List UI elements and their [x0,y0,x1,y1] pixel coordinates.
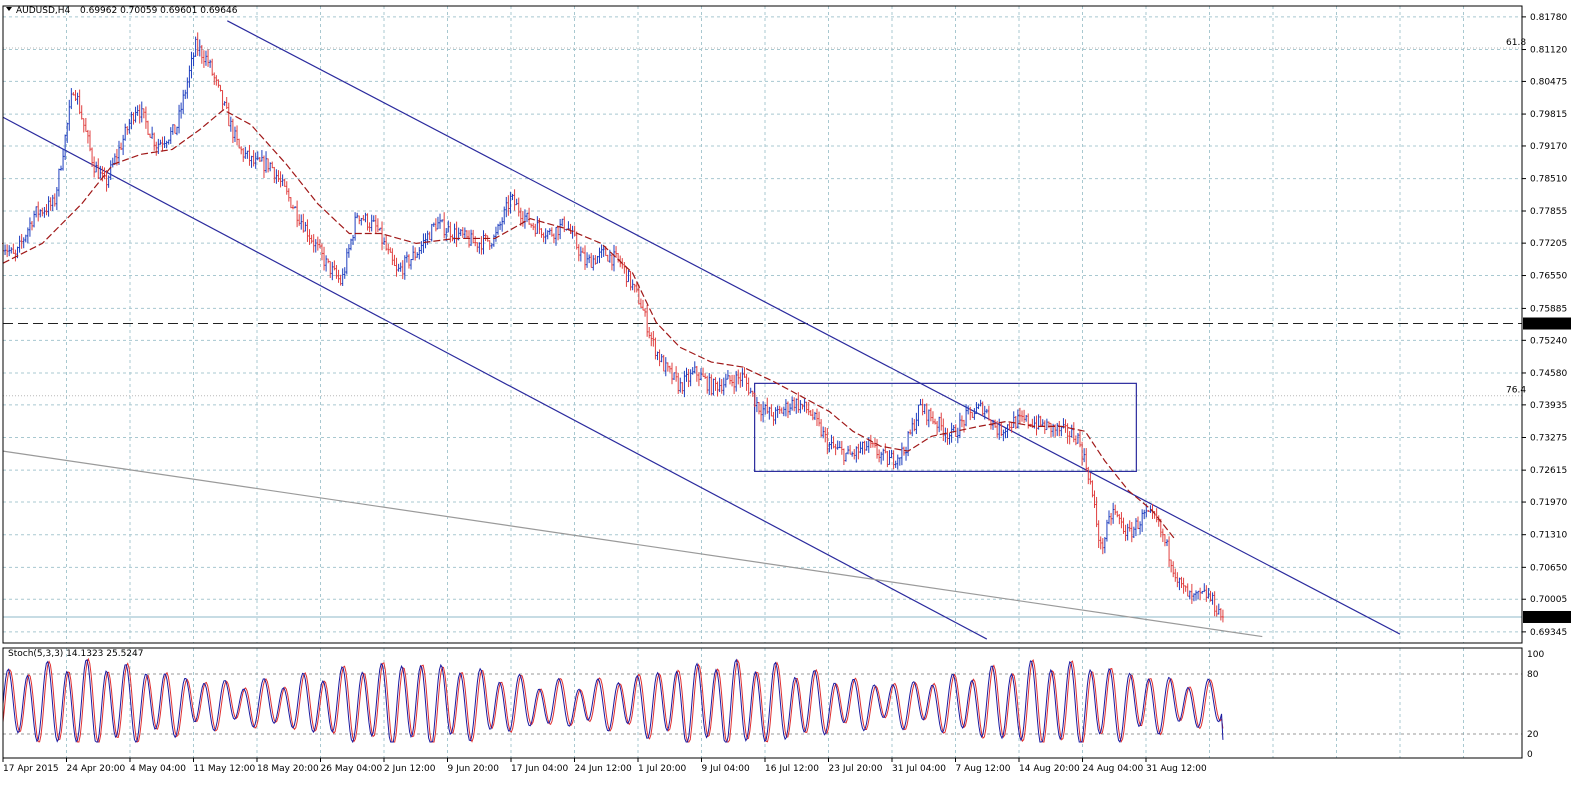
price-tick-label: 0.75240 [1530,336,1567,346]
time-tick-label: 24 Apr 20:00 [67,764,126,774]
price-tick-label: 0.74580 [1530,369,1567,379]
time-tick-label: 14 Aug 20:00 [1019,764,1080,774]
time-tick-label: 2 Jun 12:00 [384,764,436,774]
time-tick-label: 7 Aug 12:00 [956,764,1011,774]
current-price-badge [1523,610,1571,623]
consolidation-box [754,382,1137,472]
time-tick-label: 31 Aug 12:00 [1146,764,1207,774]
time-tick-label: 17 Apr 2015 [3,764,59,774]
stochastic-layer [2,657,1522,744]
stoch-signal-line [2,657,1224,743]
moving-average-line [2,109,1177,541]
moving-average-layer [2,109,1177,541]
trendline [2,450,1263,638]
trendline-layer [2,20,1401,640]
time-tick-label: 24 Aug 04:00 [1083,764,1144,774]
stoch-level-label: 80 [1527,670,1539,680]
stoch-level-label: 0 [1527,750,1533,760]
price-tick-label: 0.70005 [1530,595,1567,605]
time-tick-label: 11 May 12:00 [194,764,256,774]
time-tick-label: 26 May 04:00 [321,764,383,774]
time-tick-label: 31 Jul 04:00 [892,764,946,774]
price-tick-label: 0.81780 [1530,13,1567,23]
price-tick-label: 0.78510 [1530,175,1567,185]
price-tick-label: 0.79170 [1530,142,1567,152]
trendline [227,20,1401,635]
time-tick-label: 17 Jun 04:00 [511,764,568,774]
price-tick-label: 0.71970 [1530,498,1567,508]
symbol-label: AUDUSD,H4 [16,6,71,16]
time-tick-label: 18 May 20:00 [257,764,319,774]
stoch-label: Stoch(5,3,3) 14.1323 25.5247 [8,649,143,659]
price-panel-frame [2,5,1523,644]
time-tick-label: 1 Jul 20:00 [638,764,687,774]
fib-level-label: 76.4 [1506,386,1526,396]
time-tick-label: 4 May 04:00 [130,764,186,774]
price-tick-label: 0.71310 [1530,531,1567,541]
price-tick-label: 0.70650 [1530,563,1567,573]
menu-triangle-icon [6,7,12,11]
time-tick-label: 9 Jun 20:00 [448,764,500,774]
price-tick-label: 0.77205 [1530,239,1567,249]
candle-series [2,32,1224,623]
trendline [2,116,988,640]
price-tick-label: 0.69345 [1530,628,1567,638]
time-tick-label: 24 Jun 12:00 [575,764,632,774]
time-tick-label: 9 Jul 04:00 [702,764,751,774]
axes-layer: 0.81780 0.81120 0.80475 0.79815 0.79170 0.785… [2,5,1571,774]
ohlc-label: 0.69962 0.70059 0.69601 0.69646 [80,6,238,16]
marked-level-label: 0.75580 [1528,320,1565,330]
stoch-panel-frame [2,647,1523,759]
price-tick-label: 0.75885 [1530,304,1567,314]
price-tick-label: 0.76550 [1530,272,1567,282]
price-tick-label: 0.73275 [1530,434,1567,444]
price-tick-label: 0.81120 [1530,46,1567,56]
marked-level-badge [1523,317,1571,330]
current-price-label: 0.69646 [1528,613,1565,623]
price-tick-label: 0.79815 [1530,110,1567,120]
stoch-level-label: 20 [1527,730,1539,740]
stoch-main-line [2,658,1224,744]
time-tick-label: 23 Jul 20:00 [829,764,883,774]
time-tick-label: 16 Jul 12:00 [765,764,819,774]
price-tick-label: 0.80475 [1530,77,1567,87]
stoch-level-label: 100 [1527,650,1544,660]
price-tick-label: 0.72615 [1530,466,1567,476]
price-tick-label: 0.77855 [1530,207,1567,217]
fib-level-label: 61.8 [1506,38,1526,48]
price-tick-label: 0.73935 [1530,401,1567,411]
